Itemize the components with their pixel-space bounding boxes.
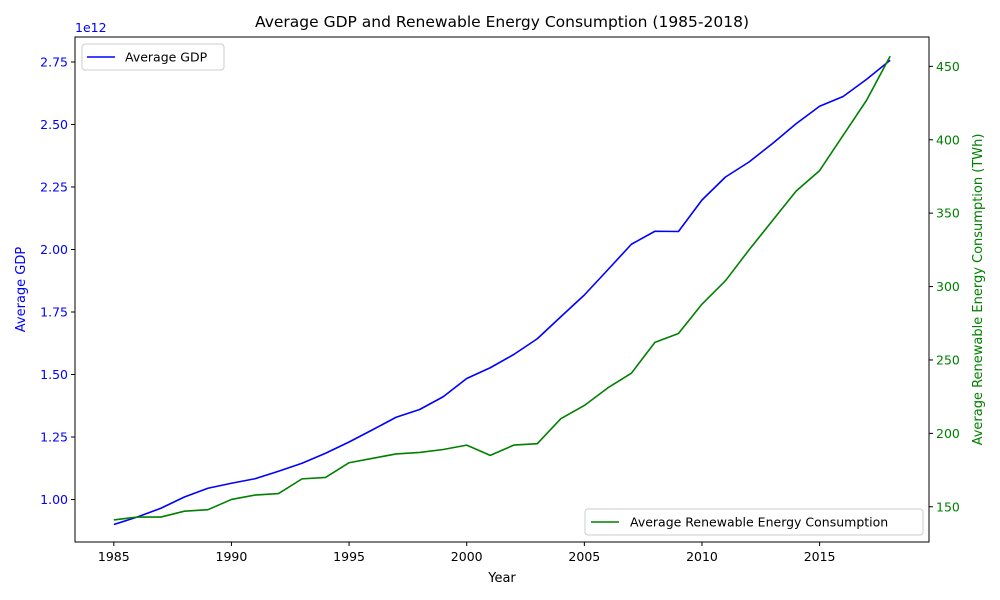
x-axis: 1985 1990 1995 2000 2005 2010 2015: [98, 542, 836, 564]
left-y-tick-label: 2.75: [40, 55, 68, 70]
x-tick-label: 2015: [804, 549, 836, 564]
legend-lower-right: Average Renewable Energy Consumption: [584, 508, 924, 536]
legend-box: [81, 43, 225, 71]
left-y-tick-label: 1.25: [40, 430, 68, 445]
plot-area: [75, 37, 929, 542]
x-tick-label: 1985: [98, 549, 130, 564]
x-tick-label: 2005: [568, 549, 600, 564]
left-y-tick-label: 2.00: [40, 242, 68, 257]
left-y-tick-label: 2.50: [40, 117, 68, 132]
series-line-average-gdp: [113, 59, 891, 526]
x-tick-label: 2000: [451, 549, 483, 564]
left-y-tick-label: 1.75: [40, 305, 68, 320]
right-y-tick-label: 400: [936, 132, 960, 147]
legend-box: [584, 508, 924, 536]
right-y-tick-label: 200: [936, 426, 960, 441]
right-y-tick-label: 150: [936, 499, 960, 514]
legend-upper-left: Average GDP: [81, 43, 225, 71]
left-axis-title: Average GDP: [14, 247, 29, 333]
left-y-tick-label: 2.25: [40, 180, 68, 195]
left-y-axis: 1.00 1.25 1.50 1.75 2.00 2.25 2.50 2.75: [40, 55, 75, 507]
x-tick-label: 2010: [686, 549, 718, 564]
left-axis-offset-text: 1e12: [75, 20, 107, 35]
legend-label-average-gdp: Average GDP: [125, 50, 208, 65]
plot-frame: [74, 36, 930, 543]
right-y-axis: 150 200 250 300 350 400 450: [929, 59, 960, 514]
right-y-tick-label: 250: [936, 352, 960, 367]
x-tick-label: 1990: [216, 549, 248, 564]
left-y-tick-label: 1.50: [40, 367, 68, 382]
right-y-tick-label: 450: [936, 59, 960, 74]
right-y-tick-label: 300: [936, 279, 960, 294]
right-y-tick-label: 350: [936, 206, 960, 221]
x-axis-title: Year: [487, 571, 516, 586]
right-axis-title: Average Renewable Energy Consumption (TW…: [971, 134, 986, 446]
series-line-average-renewable-energy-consumption: [113, 55, 891, 521]
left-y-tick-label: 1.00: [40, 492, 68, 507]
series-layer: [113, 55, 891, 526]
legend-label-average-renewable-energy-consumption: Average Renewable Energy Consumption: [630, 515, 888, 530]
chart-title: Average GDP and Renewable Energy Consump…: [255, 13, 749, 31]
x-tick-label: 1995: [333, 549, 365, 564]
